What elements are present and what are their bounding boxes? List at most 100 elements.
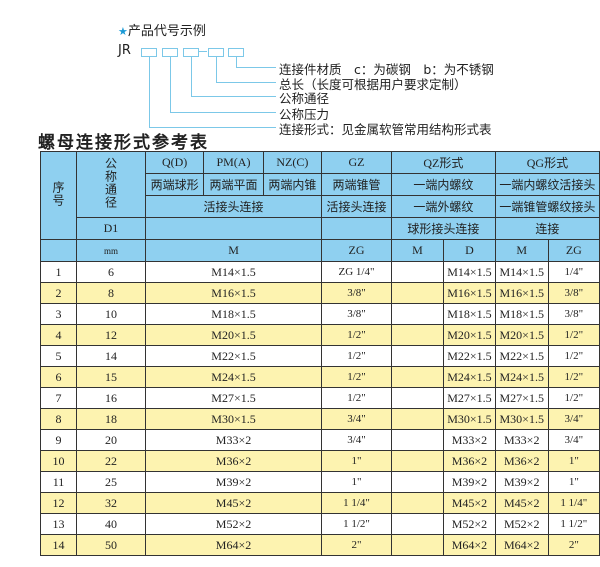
header-qz4: 球形接头连接 — [390, 217, 496, 240]
cell-dn: 50 — [75, 534, 146, 556]
cell-seq: 11 — [40, 471, 77, 493]
table-row: 10 22 M36×2 1" M36×2 M36×2 1" — [40, 450, 600, 472]
cell-qg-zg: 1/4" — [547, 261, 600, 283]
header-qg3: 一端锥管螺纹接头 — [494, 195, 600, 218]
cell-m: M18×1.5 — [144, 303, 323, 325]
cell-m: M39×2 — [144, 471, 323, 493]
cell-qg-zg: 1/2" — [547, 324, 600, 346]
cell-qg-m: M14×1.5 — [494, 261, 549, 283]
star-icon: ★ — [118, 25, 128, 38]
cell-qg-zg: 3/4" — [547, 408, 600, 430]
cell-qg-zg: 1/2" — [547, 345, 600, 367]
cell-m: M22×1.5 — [144, 345, 323, 367]
cell-dn: 22 — [75, 450, 146, 472]
cell-qz-d: M16×1.5 — [442, 282, 496, 304]
cell-dn: 25 — [75, 471, 146, 493]
cell-qz-m — [390, 282, 444, 304]
cell-qz-m — [390, 324, 444, 346]
table-body: 1 6 M14×1.5 ZG 1/4" M14×1.5 M14×1.5 1/4" 2 8 M16×… — [40, 261, 600, 556]
cell-seq: 4 — [40, 324, 77, 346]
code-box-pressure — [162, 48, 178, 57]
cell-m: M52×2 — [144, 513, 323, 535]
header-q: Q(D) — [144, 151, 205, 174]
cell-qz-m — [390, 534, 444, 556]
cell-qg-m: M18×1.5 — [494, 303, 549, 325]
cell-seq: 7 — [40, 387, 77, 409]
header-qg4: 连接 — [494, 217, 600, 240]
cell-qz-m — [390, 387, 444, 409]
code-dash — [199, 51, 207, 52]
cell-m: M30×1.5 — [144, 408, 323, 430]
cell-dn: 10 — [75, 303, 146, 325]
table-row: 11 25 M39×2 1" M39×2 M39×2 1" — [40, 471, 600, 493]
code-box-material — [228, 48, 244, 57]
cell-seq: 3 — [40, 303, 77, 325]
cell-qz-d: M27×1.5 — [442, 387, 496, 409]
cell-qz-m — [390, 366, 444, 388]
cell-qz-d: M33×2 — [442, 429, 496, 451]
table-row: 4 12 M20×1.5 1/2" M20×1.5 M20×1.5 1/2" — [40, 324, 600, 346]
cell-m: M36×2 — [144, 450, 323, 472]
header-q2: 两端球形 — [144, 173, 205, 196]
header-qz2: 一端内螺纹 — [390, 173, 496, 196]
cell-dn: 40 — [75, 513, 146, 535]
header-m: M — [144, 239, 323, 262]
table-row: 3 10 M18×1.5 3/8" M18×1.5 M18×1.5 3/8" — [40, 303, 600, 325]
cell-m: M16×1.5 — [144, 282, 323, 304]
cell-qg-m: M45×2 — [494, 492, 549, 514]
cell-qz-m — [390, 303, 444, 325]
table-row: 9 20 M33×2 3/4" M33×2 M33×2 3/4" — [40, 429, 600, 451]
cell-seq: 13 — [40, 513, 77, 535]
cell-qg-zg: 3/4" — [547, 429, 600, 451]
cell-seq: 14 — [40, 534, 77, 556]
cell-zg: ZG 1/4" — [321, 261, 392, 283]
cell-qg-m: M20×1.5 — [494, 324, 549, 346]
header-qg2: 一端内螺纹活接头 — [494, 173, 600, 196]
cell-qz-m — [390, 471, 444, 493]
nut-connection-table: 序号 公称通径 Q(D) PM(A) NZ(C) GZ QZ形式 QG形式 两端… — [40, 151, 600, 556]
cell-qz-d: M64×2 — [442, 534, 496, 556]
leader-line — [216, 82, 276, 83]
header-gz: GZ — [321, 151, 392, 174]
cell-qz-d: M52×2 — [442, 513, 496, 535]
cell-qg-zg: 3/8" — [547, 282, 600, 304]
cell-qg-m: M24×1.5 — [494, 366, 549, 388]
cell-m: M45×2 — [144, 492, 323, 514]
cell-qz-m — [390, 450, 444, 472]
cell-qg-zg: 1 1/4" — [547, 492, 600, 514]
cell-seq: 1 — [40, 261, 77, 283]
cell-qg-zg: 1/2" — [547, 387, 600, 409]
cell-qg-zg: 1 1/2" — [547, 513, 600, 535]
cell-m: M14×1.5 — [144, 261, 323, 283]
table-row: 8 18 M30×1.5 3/4" M30×1.5 M30×1.5 3/4" — [40, 408, 600, 430]
header-dn-text: 公称通径 — [103, 156, 118, 209]
cell-zg: 1/2" — [321, 387, 392, 409]
table-row: 14 50 M64×2 2" M64×2 M64×2 2" — [40, 534, 600, 556]
cell-zg: 3/4" — [321, 408, 392, 430]
code-example-title-text: 产品代号示例 — [127, 24, 206, 39]
label-pressure: 公称压力 — [279, 107, 330, 122]
cell-seq: 9 — [40, 429, 77, 451]
cell-qz-m — [390, 345, 444, 367]
code-prefix: JR — [118, 43, 131, 58]
cell-zg: 1/2" — [321, 324, 392, 346]
header-seq: 序号 — [40, 151, 77, 240]
header-d1: D1 — [75, 217, 146, 240]
cell-qg-zg: 1" — [547, 450, 600, 472]
header-qz-m: M — [390, 239, 444, 262]
header-qg-zg: ZG — [547, 239, 600, 262]
cell-seq: 12 — [40, 492, 77, 514]
header-pm: PM(A) — [203, 151, 264, 174]
table-row: 13 40 M52×2 1 1/2" M52×2 M52×2 1 1/2" — [40, 513, 600, 535]
cell-dn: 32 — [75, 492, 146, 514]
cell-qz-d: M20×1.5 — [442, 324, 496, 346]
cell-m: M27×1.5 — [144, 387, 323, 409]
cell-seq: 6 — [40, 366, 77, 388]
header-empty — [321, 217, 392, 240]
header-qg: QG形式 — [494, 151, 600, 174]
cell-zg: 3/4" — [321, 429, 392, 451]
cell-seq: 5 — [40, 345, 77, 367]
header-qg-m: M — [494, 239, 549, 262]
header-gz2: 两端锥管 — [321, 173, 392, 196]
cell-qz-m — [390, 492, 444, 514]
